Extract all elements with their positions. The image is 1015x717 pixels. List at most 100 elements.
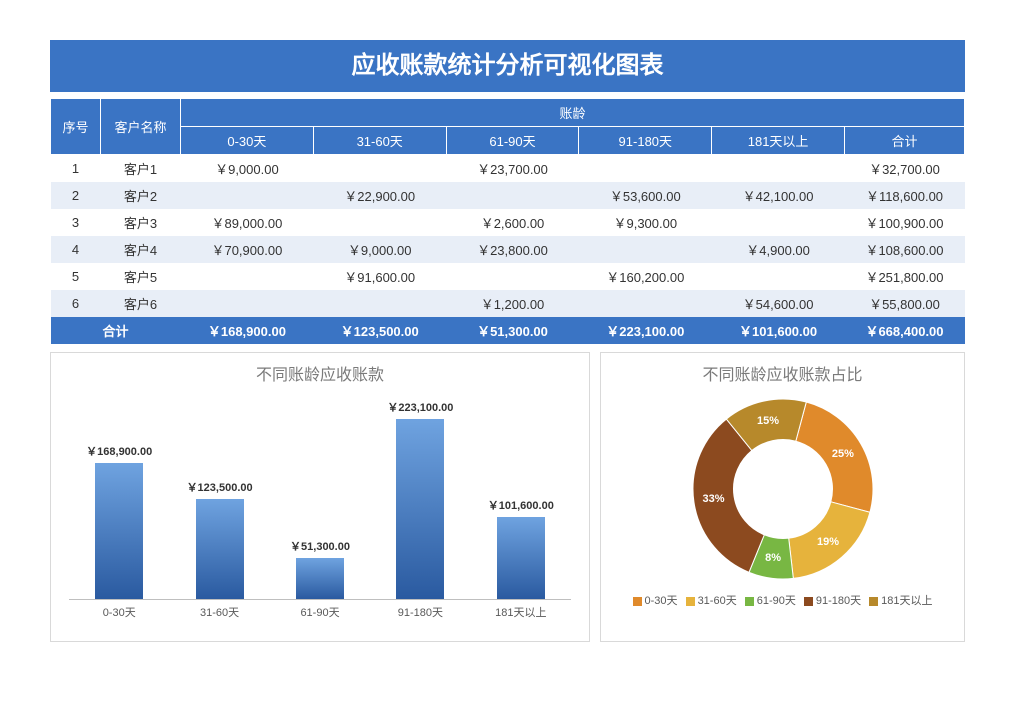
cell-customer: 客户1 [101, 155, 181, 183]
aging-table: 序号客户名称账龄0-30天31-60天61-90天91-180天181天以上合计… [50, 98, 965, 344]
donut-chart-title: 不同账龄应收账款占比 [609, 361, 956, 385]
legend-label: 181天以上 [881, 595, 932, 607]
legend-swatch [745, 597, 754, 606]
cell-value: ￥55,800.00 [844, 290, 964, 317]
cell-value: ￥42,100.00 [712, 182, 845, 209]
legend-label: 91-180天 [816, 595, 861, 607]
bar-value-label: ￥223,100.00 [380, 399, 460, 415]
total-value: ￥168,900.00 [181, 317, 314, 344]
cell-value: ￥22,900.00 [313, 182, 446, 209]
col-header: 合计 [844, 127, 964, 155]
cell-seq: 1 [51, 155, 101, 183]
legend-swatch [804, 597, 813, 606]
cell-seq: 5 [51, 263, 101, 290]
cell-value [181, 263, 314, 290]
donut-pct-label: 25% [826, 445, 860, 463]
cell-value [712, 155, 845, 183]
col-header: 91-180天 [579, 127, 712, 155]
legend-label: 61-90天 [757, 595, 796, 607]
total-row: 合计￥168,900.00￥123,500.00￥51,300.00￥223,1… [51, 317, 965, 344]
cell-value [313, 290, 446, 317]
cell-value: ￥9,000.00 [181, 155, 314, 183]
cell-value: ￥91,600.00 [313, 263, 446, 290]
bar-chart-plot: ￥168,900.00 ￥123,500.00 ￥51,300.00 ￥223,100… [69, 389, 571, 600]
table-row: 4客户4￥70,900.00￥9,000.00￥23,800.00 ￥4,900.… [51, 236, 965, 263]
bar-category-label: 91-180天 [370, 604, 470, 620]
cell-value [181, 290, 314, 317]
cell-value [712, 263, 845, 290]
cell-value: ￥1,200.00 [446, 290, 579, 317]
cell-value [313, 155, 446, 183]
cell-value: ￥9,300.00 [579, 209, 712, 236]
legend-item: 0-30天 [633, 593, 678, 611]
legend-label: 31-60天 [698, 595, 737, 607]
cell-value: ￥54,600.00 [712, 290, 845, 317]
bar-value-label: ￥123,500.00 [180, 479, 260, 495]
donut-chart: 不同账龄应收账款占比 25% 19% 8% 33% 15% 0-30天 31-60天 61-… [600, 352, 965, 642]
bar [497, 517, 545, 599]
bar-slot: ￥223,100.00 [380, 399, 460, 599]
cell-value [446, 263, 579, 290]
donut-chart-plot: 25% 19% 8% 33% 15% [683, 389, 883, 589]
cell-seq: 4 [51, 236, 101, 263]
legend-item: 91-180天 [804, 593, 861, 611]
cell-value: ￥23,700.00 [446, 155, 579, 183]
cell-value: ￥9,000.00 [313, 236, 446, 263]
bar-chart-title: 不同账龄应收账款 [59, 361, 581, 385]
col-header: 61-90天 [446, 127, 579, 155]
table-row: 1客户1￥9,000.00 ￥23,700.00 ￥32,700.00 [51, 155, 965, 183]
bar-category-label: 181天以上 [471, 604, 571, 620]
bar [95, 463, 143, 599]
cell-seq: 6 [51, 290, 101, 317]
cell-value: ￥32,700.00 [844, 155, 964, 183]
cell-value: ￥160,200.00 [579, 263, 712, 290]
cell-customer: 客户2 [101, 182, 181, 209]
total-label: 合计 [51, 317, 181, 344]
total-value: ￥123,500.00 [313, 317, 446, 344]
cell-customer: 客户4 [101, 236, 181, 263]
total-value: ￥223,100.00 [579, 317, 712, 344]
col-header: 181天以上 [712, 127, 845, 155]
legend-swatch [633, 597, 642, 606]
donut-pct-label: 33% [696, 490, 730, 508]
cell-value: ￥89,000.00 [181, 209, 314, 236]
total-value: ￥668,400.00 [844, 317, 964, 344]
bar-slot: ￥168,900.00 [79, 443, 159, 599]
cell-value: ￥2,600.00 [446, 209, 579, 236]
bar-slot: ￥123,500.00 [180, 479, 260, 599]
bar-slot: ￥51,300.00 [280, 538, 360, 599]
page-title: 应收账款统计分析可视化图表 [50, 40, 965, 92]
cell-seq: 2 [51, 182, 101, 209]
table-row: 3客户3￥89,000.00￥2,600.00￥9,300.00￥100,900… [51, 209, 965, 236]
cell-value [712, 209, 845, 236]
cell-value: ￥70,900.00 [181, 236, 314, 263]
cell-value: ￥251,800.00 [844, 263, 964, 290]
bar-value-label: ￥168,900.00 [79, 443, 159, 459]
bar-value-label: ￥101,600.00 [481, 497, 561, 513]
cell-customer: 客户6 [101, 290, 181, 317]
donut-pct-label: 8% [756, 549, 790, 567]
bar-chart-xaxis: 0-30天31-60天61-90天91-180天181天以上 [69, 604, 571, 620]
cell-value: ￥4,900.00 [712, 236, 845, 263]
cell-value [181, 182, 314, 209]
cell-value: ￥118,600.00 [844, 182, 964, 209]
col-header: 0-30天 [181, 127, 314, 155]
total-value: ￥101,600.00 [712, 317, 845, 344]
cell-value [579, 236, 712, 263]
cell-value: ￥100,900.00 [844, 209, 964, 236]
cell-value [579, 155, 712, 183]
cell-value [446, 182, 579, 209]
col-customer: 客户名称 [101, 99, 181, 155]
col-header: 31-60天 [313, 127, 446, 155]
cell-value: ￥23,800.00 [446, 236, 579, 263]
bar-category-label: 61-90天 [270, 604, 370, 620]
legend-item: 181天以上 [869, 593, 932, 611]
cell-value [579, 290, 712, 317]
cell-value: ￥53,600.00 [579, 182, 712, 209]
total-value: ￥51,300.00 [446, 317, 579, 344]
donut-pct-label: 15% [751, 412, 785, 430]
bar-chart: 不同账龄应收账款 ￥168,900.00 ￥123,500.00 ￥51,300.0… [50, 352, 590, 642]
donut-pct-label: 19% [811, 533, 845, 551]
legend-item: 61-90天 [745, 593, 796, 611]
bar [396, 419, 444, 599]
